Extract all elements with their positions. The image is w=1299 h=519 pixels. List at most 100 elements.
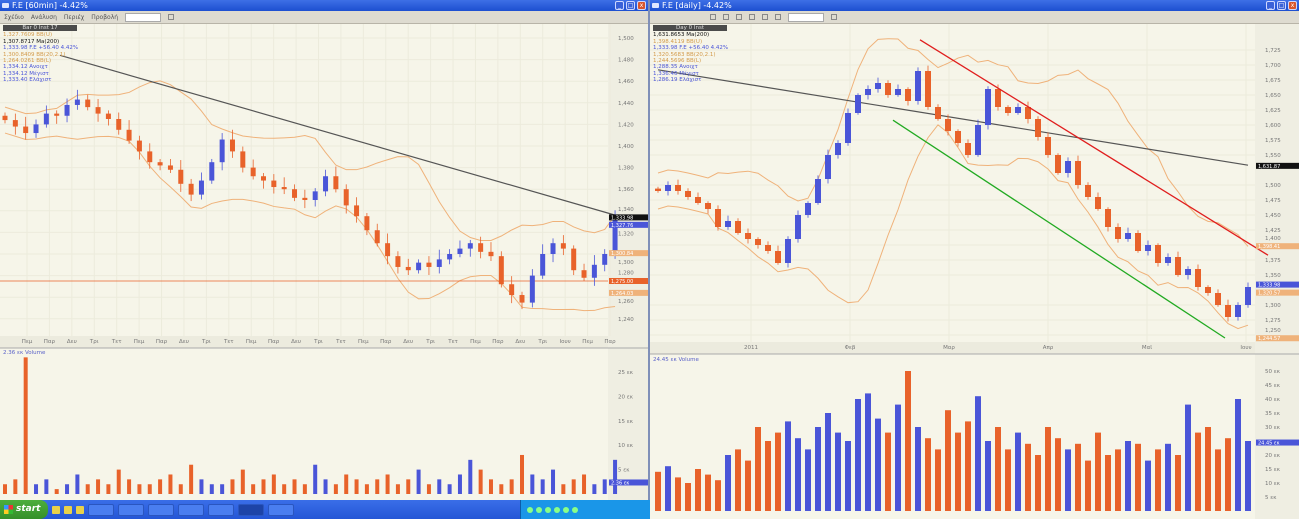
line-tool-icon[interactable] <box>749 14 755 20</box>
symbol-input[interactable] <box>125 12 162 22</box>
candle-up <box>855 95 861 113</box>
minimize-button[interactable]: _ <box>1266 1 1275 10</box>
candle-up <box>805 203 811 215</box>
tray-icon[interactable] <box>527 506 533 513</box>
maximize-button[interactable]: □ <box>1277 1 1286 10</box>
chart-60min-canvas[interactable]: 1,500 1,480 1,460 1,440 1,420 1,400 1,380 1,360… <box>0 0 648 500</box>
quick-launch-icon[interactable] <box>52 505 60 514</box>
time-tick-label: Παρ <box>156 339 168 345</box>
candle-down <box>775 251 781 263</box>
taskbar-window-button[interactable] <box>238 503 264 516</box>
candle-up <box>1065 161 1071 173</box>
price-tag-label: 1,244.57 <box>1258 336 1280 342</box>
volume-bar <box>665 466 671 511</box>
taskbar-window-button[interactable] <box>178 503 204 516</box>
price-tick-label: 1,475 <box>1265 198 1281 204</box>
bollinger-lower-band <box>4 132 616 312</box>
volume-bar <box>1235 399 1241 511</box>
price-tick-label: 1,340 <box>618 207 634 213</box>
candle-down <box>343 189 349 206</box>
maximize-button[interactable]: □ <box>626 1 635 10</box>
volume-bar <box>1045 427 1051 511</box>
taskbar-window-button[interactable] <box>208 503 234 516</box>
candle-up <box>815 179 821 203</box>
tray-icon[interactable] <box>554 506 560 513</box>
volume-bar <box>1095 432 1101 511</box>
candle-up <box>785 239 791 263</box>
price-tick-label: 1,275 <box>1265 318 1281 324</box>
volume-bar <box>1205 427 1211 511</box>
trendline-resistance <box>919 39 1269 256</box>
volume-bar <box>168 474 173 494</box>
chart-daily-canvas[interactable]: 1,725 1,700 1,675 1,650 1,625 1,600 1,575 1,550… <box>650 0 1299 519</box>
candle-down <box>1095 197 1101 209</box>
taskbar-window-button[interactable] <box>148 503 174 516</box>
volume-bar <box>1085 460 1091 511</box>
tray-icon[interactable] <box>536 506 542 513</box>
candle-down <box>695 197 701 203</box>
time-tick-label: Πεμ <box>582 339 593 345</box>
time-tick-label: Απρ <box>1043 345 1054 351</box>
search-icon[interactable] <box>168 14 175 20</box>
candle-up <box>529 275 535 303</box>
system-tray <box>520 500 650 519</box>
volume-bar <box>1225 438 1231 511</box>
candle-up <box>612 218 618 254</box>
tray-icon[interactable] <box>572 506 578 513</box>
symbol-input[interactable] <box>788 12 824 22</box>
taskbar-window-button[interactable] <box>268 503 294 516</box>
volume-bar <box>602 479 607 494</box>
candle-down <box>1035 119 1041 137</box>
candle-up <box>975 125 981 155</box>
legend-header: Bar 0 Inst 17 <box>3 25 77 32</box>
volume-bar <box>1145 460 1151 511</box>
start-button[interactable]: start <box>0 500 48 519</box>
volume-bar <box>561 484 566 494</box>
menu-item-analysis[interactable]: Ανάλυση <box>30 13 57 21</box>
menu-item-view[interactable]: Προβολή <box>91 13 119 21</box>
candle-down <box>1225 305 1231 317</box>
legend-bb-upper: 1,327.7609 BB(U) <box>3 32 53 39</box>
crosshair-tool-icon[interactable] <box>723 14 729 20</box>
price-tick-label: 1,380 <box>618 166 634 172</box>
volume-bar <box>426 484 431 494</box>
volume-tick-label: 5 εκ <box>1265 495 1277 501</box>
quick-launch-icon[interactable] <box>64 505 72 514</box>
close-button[interactable]: x <box>1288 1 1297 10</box>
taskbar-window-button[interactable] <box>118 503 144 516</box>
price-tag <box>609 221 648 228</box>
menu-item-draw[interactable]: Σχέδιο <box>4 13 24 21</box>
candle-up <box>1245 287 1251 305</box>
candle-down <box>509 284 515 296</box>
minimize-button[interactable]: _ <box>615 1 624 10</box>
tray-icon[interactable] <box>545 506 551 513</box>
legend-open: 1,334.12 Ανοιχτ <box>3 64 48 71</box>
candle-down <box>735 221 741 233</box>
candle-down <box>105 113 111 119</box>
close-button[interactable]: x <box>637 1 646 10</box>
text-tool-icon[interactable] <box>762 14 768 20</box>
pointer-tool-icon[interactable] <box>710 14 716 20</box>
legend-low: 1,286.19 Ελάχιστ <box>653 77 702 84</box>
rectangle-tool-icon[interactable] <box>736 14 742 20</box>
volume-bar <box>592 484 597 494</box>
copy-tool-icon[interactable] <box>775 14 781 20</box>
volume-bar <box>1185 404 1191 511</box>
candle-down <box>302 197 308 200</box>
volume-bar <box>137 484 142 494</box>
search-icon[interactable] <box>831 14 837 20</box>
taskbar-window-button[interactable] <box>88 503 114 516</box>
volume-tag <box>1256 439 1299 446</box>
time-axis <box>0 336 608 348</box>
volume-bar <box>1195 432 1201 511</box>
volume-bar <box>34 484 39 494</box>
candle-down <box>426 262 432 267</box>
volume-bar <box>447 484 452 494</box>
quick-launch-icon[interactable] <box>76 505 84 514</box>
volume-bar <box>735 449 741 511</box>
volume-tick-label: 20 εκ <box>1265 453 1281 459</box>
time-tick-label: Μαρ <box>943 345 955 351</box>
tray-icon[interactable] <box>563 506 569 513</box>
volume-bar <box>705 474 711 511</box>
menu-item-contents[interactable]: Περιέχ <box>63 13 85 21</box>
